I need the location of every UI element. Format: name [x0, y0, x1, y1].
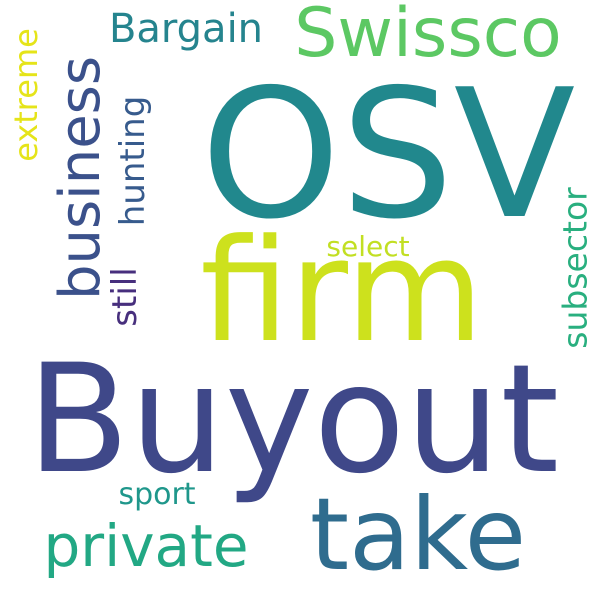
word-select: select	[326, 230, 410, 263]
word-private: private	[43, 512, 249, 580]
word-business: business	[48, 55, 113, 301]
word-take: take	[309, 476, 527, 593]
word-buyout: Buyout	[26, 333, 560, 507]
word-swissco: Swissco	[294, 0, 562, 73]
word-still: still	[105, 267, 145, 327]
word-firm: firm	[200, 209, 484, 374]
word-extreme: extreme	[7, 28, 45, 162]
word-subsector: subsector	[555, 187, 595, 349]
word-hunting: hunting	[113, 95, 153, 227]
word-osv: OSV	[200, 51, 576, 258]
word-sport: sport	[118, 477, 196, 512]
word-bargain: Bargain	[108, 6, 264, 52]
